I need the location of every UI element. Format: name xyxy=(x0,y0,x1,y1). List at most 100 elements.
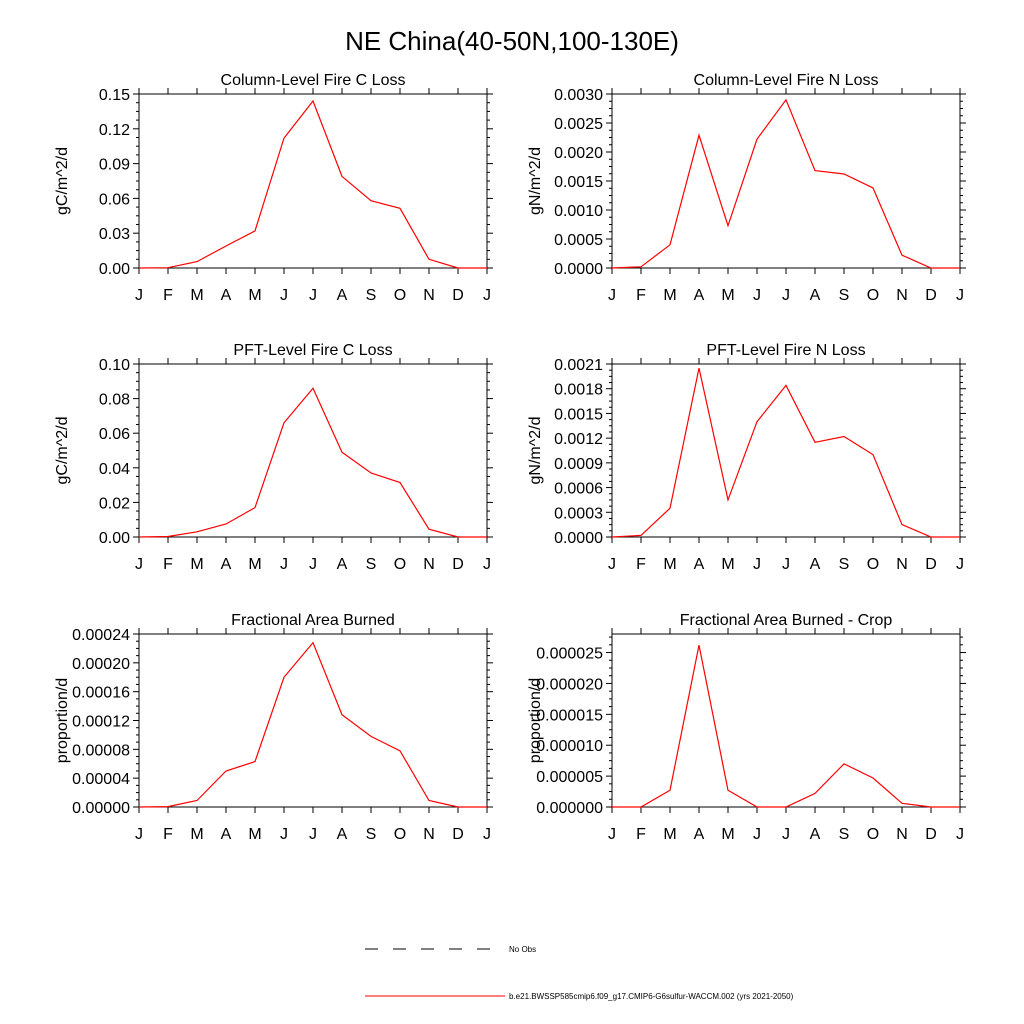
x-tick-label: A xyxy=(810,556,821,573)
x-tick-label: A xyxy=(221,556,232,573)
y-tick-label: 0.00 xyxy=(99,261,130,278)
y-tick-label: 0.02 xyxy=(99,495,130,512)
x-tick-label: J xyxy=(309,826,317,843)
x-tick-label: A xyxy=(810,287,821,304)
x-tick-label: M xyxy=(190,826,203,843)
y-tick-label: 0.06 xyxy=(99,426,130,443)
panel-6: Fractional Area Burned - Crop proportion/… xyxy=(527,612,966,843)
y-tick-label: 0.0012 xyxy=(554,431,603,448)
x-tick-label: N xyxy=(423,556,435,573)
x-tick-label: D xyxy=(925,556,937,573)
x-tick-label: F xyxy=(163,556,173,573)
series-line xyxy=(138,641,487,808)
y-tick-label: 0.0000 xyxy=(554,261,603,278)
x-tick-label: M xyxy=(190,287,203,304)
y-tick-label: 0.000015 xyxy=(536,707,603,724)
x-tick-label: F xyxy=(636,556,646,573)
series-line xyxy=(611,367,960,538)
y-axis-label: gN/m^2/d xyxy=(527,417,544,485)
panel-4: PFT-Level Fire N Loss gN/m^2/d 0.0000 0.000… xyxy=(527,342,966,573)
y-tick-label: 0.0020 xyxy=(554,145,603,162)
x-tick-label: N xyxy=(896,826,908,843)
x-tick-label: J xyxy=(135,556,143,573)
y-axis-label: gC/m^2/d xyxy=(54,417,71,485)
y-tick-label: 0.00000 xyxy=(72,800,130,817)
x-tick-label: N xyxy=(896,287,908,304)
panel-title: Fractional Area Burned - Crop xyxy=(680,612,893,629)
x-tick-label: J xyxy=(309,556,317,573)
x-tick-label: M xyxy=(721,556,734,573)
x-tick-label: M xyxy=(721,826,734,843)
x-tick-label: J xyxy=(483,287,491,304)
figure-title: NE China(40-50N,100-130E) xyxy=(345,26,679,56)
x-tick-label: J xyxy=(956,287,964,304)
x-tick-label: J xyxy=(753,556,761,573)
y-tick-label: 0.0006 xyxy=(554,481,603,498)
panel-title: Fractional Area Burned xyxy=(231,612,395,629)
y-tick-label: 0.10 xyxy=(99,357,130,374)
panel-title: Column-Level Fire N Loss xyxy=(694,72,879,89)
x-tick-label: S xyxy=(839,287,850,304)
x-tick-label: N xyxy=(423,287,435,304)
y-axis-label: gN/m^2/d xyxy=(527,147,544,215)
y-axis-label: proportion/d xyxy=(54,678,71,763)
y-tick-label: 0.09 xyxy=(99,157,130,174)
y-tick-label: 0.00 xyxy=(99,530,130,547)
y-tick-label: 0.00008 xyxy=(72,742,130,759)
x-tick-label: M xyxy=(663,826,676,843)
y-tick-label: 0.00004 xyxy=(72,771,130,788)
x-tick-label: M xyxy=(248,287,261,304)
y-tick-label: 0.0003 xyxy=(554,505,603,522)
y-axis-label: proportion/d xyxy=(527,678,544,763)
x-tick-label: D xyxy=(452,287,464,304)
y-tick-label: 0.0025 xyxy=(554,116,603,133)
y-tick-label: 0.00024 xyxy=(72,627,130,644)
x-tick-label: S xyxy=(366,556,377,573)
y-tick-label: 0.08 xyxy=(99,392,130,409)
x-tick-label: A xyxy=(337,826,348,843)
x-tick-label: J xyxy=(280,287,288,304)
y-tick-label: 0.15 xyxy=(99,87,130,104)
x-tick-label: J xyxy=(753,826,761,843)
y-tick-label: 0.06 xyxy=(99,191,130,208)
y-tick-label: 0.000000 xyxy=(536,800,603,817)
x-tick-label: J xyxy=(483,556,491,573)
x-tick-label: M xyxy=(248,826,261,843)
x-tick-label: J xyxy=(309,287,317,304)
y-tick-label: 0.0015 xyxy=(554,406,603,423)
y-tick-label: 0.000005 xyxy=(536,769,603,786)
x-tick-label: J xyxy=(753,287,761,304)
x-tick-label: F xyxy=(636,826,646,843)
x-tick-label: A xyxy=(810,826,821,843)
x-tick-label: J xyxy=(135,287,143,304)
x-tick-label: D xyxy=(452,826,464,843)
x-tick-label: O xyxy=(394,287,406,304)
x-tick-label: O xyxy=(394,556,406,573)
x-tick-label: A xyxy=(221,826,232,843)
panel-title: Column-Level Fire C Loss xyxy=(221,72,406,89)
y-tick-label: 0.0015 xyxy=(554,174,603,191)
x-tick-label: J xyxy=(608,287,616,304)
x-tick-label: J xyxy=(782,826,790,843)
x-tick-label: F xyxy=(636,287,646,304)
x-tick-label: O xyxy=(867,287,879,304)
x-tick-label: A xyxy=(337,556,348,573)
y-tick-label: 0.000010 xyxy=(536,738,603,755)
legend: No Obs b.e21.BWSSP585cmip6.f09_g17.CMIP6… xyxy=(365,945,794,1001)
y-tick-label: 0.000020 xyxy=(536,676,603,693)
y-tick-label: 0.00016 xyxy=(72,685,130,702)
panel-title: PFT-Level Fire C Loss xyxy=(233,342,392,359)
x-tick-label: M xyxy=(721,287,734,304)
x-tick-label: S xyxy=(366,287,377,304)
y-tick-label: 0.12 xyxy=(99,122,130,139)
y-tick-label: 0.0030 xyxy=(554,87,603,104)
x-tick-label: J xyxy=(135,826,143,843)
y-tick-label: 0.0005 xyxy=(554,232,603,249)
x-tick-label: F xyxy=(163,287,173,304)
x-tick-label: M xyxy=(663,287,676,304)
x-tick-label: S xyxy=(366,826,377,843)
panels: Column-Level Fire C Loss gC/m^2/d 0.00 0.03… xyxy=(54,72,966,843)
x-tick-label: A xyxy=(221,287,232,304)
x-tick-label: J xyxy=(956,826,964,843)
